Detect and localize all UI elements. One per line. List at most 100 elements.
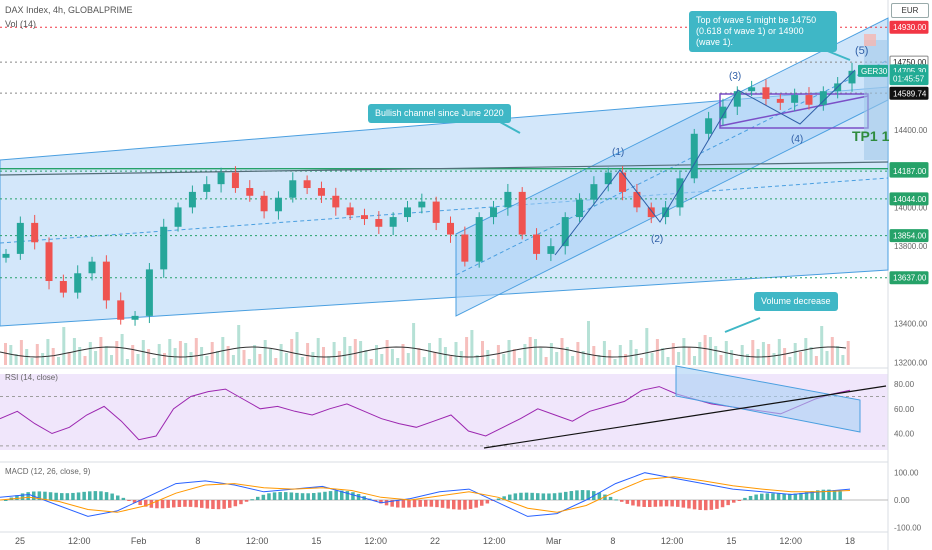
volume-bar — [830, 337, 834, 365]
volume-bar — [640, 358, 643, 365]
wave-1-label: (1) — [612, 147, 625, 158]
channel-callout[interactable]: Bullish channel since June 2020 — [368, 104, 511, 123]
volume-bar — [263, 340, 267, 365]
volume-bar — [258, 354, 262, 365]
time-axis-label: 12:00 — [779, 536, 802, 546]
time-axis-label: 18 — [845, 536, 855, 546]
price-badge — [889, 20, 929, 34]
macd-histogram-bar — [463, 500, 467, 510]
candle-body — [518, 191, 526, 235]
candle-body — [217, 172, 225, 185]
volume-bar — [507, 340, 511, 365]
volume-bar — [534, 339, 537, 365]
macd-histogram-bar — [183, 500, 187, 507]
volume-bar — [14, 354, 18, 365]
macd-indicator-label[interactable]: MACD (12, 26, close, 9) — [5, 467, 91, 476]
volume-bar — [730, 350, 734, 365]
elliott-wave-path — [554, 69, 856, 256]
macd-histogram-bar — [312, 493, 316, 500]
volume-bar — [571, 356, 575, 365]
volume-bar — [62, 327, 66, 365]
macd-histogram-bar — [648, 500, 652, 508]
macd-histogram-bar — [580, 490, 585, 500]
candle-body — [762, 87, 770, 99]
macd-histogram-bar — [306, 493, 310, 500]
macd-histogram-bar — [396, 500, 400, 508]
volume-bar — [216, 351, 219, 365]
macd-histogram-bar — [452, 500, 456, 510]
price-badge — [889, 192, 929, 206]
candle-body — [533, 234, 541, 254]
candle-body — [690, 133, 698, 179]
volume-bar — [719, 355, 723, 365]
volume-bar — [576, 342, 580, 365]
volume-indicator-label[interactable]: Vol (14) — [5, 19, 37, 29]
macd-histogram-bar — [810, 491, 814, 500]
volume-bar — [475, 355, 479, 365]
macd-histogram-bar — [586, 490, 590, 500]
volume-bar — [491, 359, 495, 365]
volume-bar — [560, 338, 564, 365]
rsi-trendline — [483, 385, 887, 449]
candle-body — [590, 184, 598, 200]
volume-bar — [110, 355, 113, 365]
macd-histogram-bar — [334, 490, 338, 500]
volume-bar — [19, 340, 23, 365]
volume-bar — [587, 321, 590, 365]
candle-body — [332, 195, 340, 208]
volume-bar — [78, 347, 82, 365]
wave5-callout[interactable]: Top of wave 5 might be 14750 (0.618 of w… — [689, 11, 837, 52]
macd-histogram-bar — [177, 500, 182, 508]
macd-histogram-bar — [121, 497, 126, 500]
volume-bar — [751, 340, 755, 365]
candle-body — [776, 98, 784, 103]
macd-histogram-bar — [284, 492, 288, 500]
macd-histogram-bar — [300, 493, 305, 500]
rsi-indicator-label[interactable]: RSI (14, close) — [5, 373, 58, 382]
volume-bar — [131, 345, 135, 365]
volume-bar — [269, 349, 272, 365]
time-axis-label: 12:00 — [661, 536, 684, 546]
wave5-callout-line1: Top of wave 5 might be 14750 — [696, 15, 817, 25]
macd-histogram-bar — [250, 499, 254, 501]
candle-body — [145, 269, 153, 316]
candle-body — [719, 106, 727, 119]
rising-channel-midline — [455, 59, 889, 276]
time-axis-label: 15 — [311, 536, 321, 546]
macd-histogram-bar — [345, 491, 350, 500]
macd-histogram-bar — [547, 493, 551, 500]
volume-callout[interactable]: Volume decrease — [754, 292, 838, 311]
volume-bar — [4, 343, 7, 365]
macd-histogram-bar — [295, 492, 299, 500]
candle-body — [791, 95, 799, 103]
price-axis-tick: 14000.00 — [894, 203, 928, 212]
macd-histogram-bar — [620, 500, 624, 502]
macd-histogram-bar — [172, 500, 176, 508]
macd-histogram-bar — [82, 491, 86, 500]
volume-bar — [422, 357, 426, 365]
volume-bar — [152, 358, 156, 365]
volume-bar — [799, 352, 802, 365]
rsi-axis-tick: 60.00 — [894, 405, 915, 414]
macd-histogram-bar — [653, 500, 658, 507]
currency-selector[interactable]: EUR — [891, 3, 929, 18]
macd-axis-tick: 100.00 — [894, 469, 919, 478]
macd-histogram-bar — [513, 493, 518, 500]
volume-bar — [380, 354, 384, 365]
macd-histogram-bar — [681, 500, 686, 508]
macd-histogram-bar — [709, 500, 714, 510]
candle-body — [131, 315, 139, 320]
volume-bar — [836, 346, 840, 365]
macd-histogram-bar — [160, 500, 165, 509]
time-axis-label: Mar — [546, 536, 562, 546]
volume-bar — [390, 349, 394, 365]
macd-histogram-bar — [597, 492, 602, 500]
volume-bar — [449, 356, 453, 365]
wave-3-label: (3) — [729, 71, 742, 82]
symbol-title[interactable]: DAX Index, 4h, GLOBALPRIME — [5, 5, 133, 15]
volume-bar — [512, 349, 516, 365]
volume-callout-pointer — [724, 317, 761, 333]
candle-body — [403, 207, 411, 218]
time-axis-label: 12:00 — [68, 536, 91, 546]
